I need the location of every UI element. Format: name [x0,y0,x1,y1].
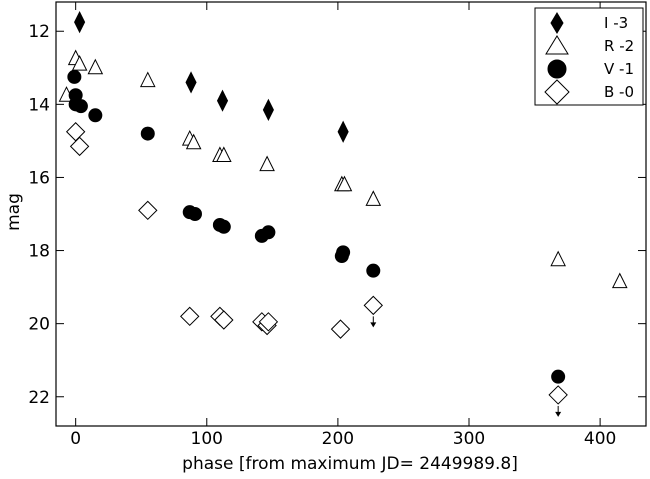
data-point [180,306,200,327]
y-tick-label: 18 [28,242,50,262]
series-2 [67,69,566,384]
data-point [69,136,90,157]
legend-label: R -2 [604,37,634,55]
data-point [330,319,351,339]
data-point [187,207,202,221]
y-tick-label: 16 [28,168,50,188]
y-tick-label: 22 [28,388,50,408]
data-point [185,71,197,94]
legend-label: I -3 [604,14,628,32]
data-point [140,126,155,141]
data-point [551,369,566,384]
data-point [258,312,279,332]
upper-limit-arrowhead [555,411,562,417]
legend-entry: V -1 [547,59,634,79]
data-point [185,133,202,150]
y-tick-label: 12 [28,22,50,42]
legend-label: B -0 [604,83,634,101]
data-point [366,263,381,278]
data-point [259,155,275,172]
data-point [216,89,229,112]
x-tick-label: 300 [453,429,485,449]
legend-marker [544,79,570,105]
legend-entry: R -2 [545,35,634,55]
data-point [336,245,351,260]
plot-frame [55,1,647,427]
series-3 [65,122,568,417]
legend-label: V -1 [604,60,634,78]
data-point [365,190,382,206]
legend-marker [550,12,564,34]
y-axis-label: mag [4,193,24,231]
data-point [139,71,156,88]
y-tick-label: 14 [28,95,50,115]
data-point [550,250,566,267]
data-point [363,295,383,316]
axis-ticks: 0 100 200 300 400 12 14 16 18 20 22 [28,2,646,449]
x-tick-label: 400 [584,429,616,449]
legend-entry: I -3 [550,12,628,34]
data-point [71,55,88,71]
data-point [336,175,353,192]
data-point [73,99,88,114]
data-point [337,120,349,143]
legend-marker [545,35,569,55]
data-point [88,108,103,123]
data-point [216,219,231,234]
series-0 [74,10,349,143]
data-point [216,146,232,163]
y-tick-label: 20 [28,315,50,335]
x-axis-label: phase [from maximum JD= 2449989.8] [182,454,518,474]
data-point [74,10,86,34]
data-point [611,272,628,289]
x-tick-label: 100 [191,429,223,449]
legend-entry: B -0 [544,79,634,105]
series-1 [58,49,628,289]
x-tick-label: 200 [322,429,354,449]
upper-limit-arrowhead [370,322,377,328]
data-point [87,58,104,75]
data-point [65,122,86,142]
data-point [261,225,276,240]
data-points [58,10,628,417]
data-point [67,69,82,84]
x-tick-label: 0 [70,429,81,449]
data-point [138,200,158,221]
data-point [214,310,234,330]
data-point [262,98,274,121]
legend-marker [547,59,567,79]
legend: I -3 R -2 V -1 B -0 [534,7,644,106]
data-point [548,385,568,405]
